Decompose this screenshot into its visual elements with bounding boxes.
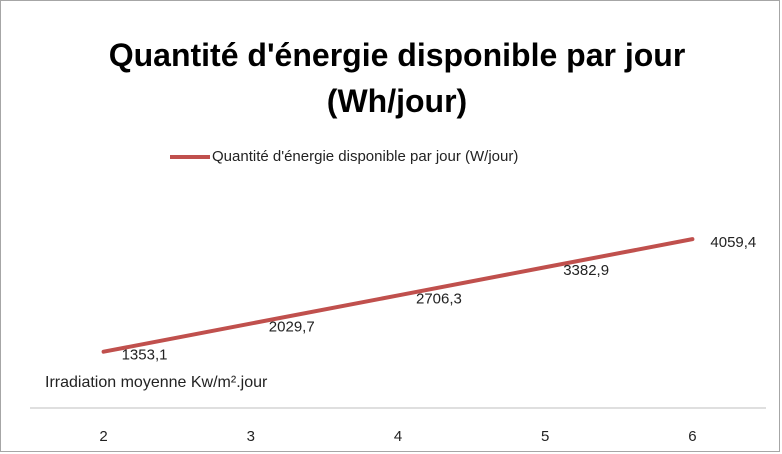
x-tick-label: 3 bbox=[247, 428, 255, 445]
x-axis-title: Irradiation moyenne Kw/m².jour bbox=[45, 374, 268, 391]
x-tick-label: 4 bbox=[394, 428, 402, 445]
data-label: 2029,7 bbox=[269, 319, 315, 336]
chart-title: Quantité d'énergie disponible par jour (… bbox=[108, 37, 686, 119]
x-tick-label: 2 bbox=[99, 428, 107, 445]
data-label: 4059,4 bbox=[710, 234, 756, 251]
legend-label: Quantité d'énergie disponible par jour (… bbox=[212, 148, 518, 165]
data-label: 1353,1 bbox=[122, 347, 168, 364]
data-line bbox=[101, 237, 695, 354]
x-tick-label: 6 bbox=[688, 428, 696, 445]
x-tick-label: 5 bbox=[541, 428, 549, 445]
data-label: 3382,9 bbox=[563, 262, 609, 279]
data-label: 2706,3 bbox=[416, 290, 462, 307]
